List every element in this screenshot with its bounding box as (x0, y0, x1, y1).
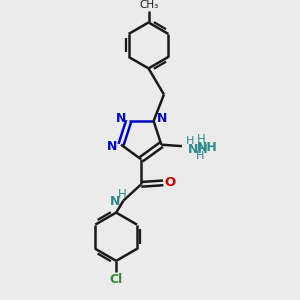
Text: CH₃: CH₃ (139, 0, 158, 10)
Text: H: H (197, 133, 206, 146)
Text: H: H (118, 188, 126, 200)
Text: O: O (164, 176, 175, 189)
Text: N: N (106, 140, 117, 153)
Text: N: N (157, 112, 167, 124)
Text: NH: NH (196, 141, 218, 154)
Text: NH: NH (188, 143, 208, 156)
Text: N: N (116, 112, 127, 124)
Text: H: H (195, 152, 204, 161)
Text: N: N (110, 195, 121, 208)
Text: Cl: Cl (110, 273, 123, 286)
Text: H: H (186, 136, 194, 146)
